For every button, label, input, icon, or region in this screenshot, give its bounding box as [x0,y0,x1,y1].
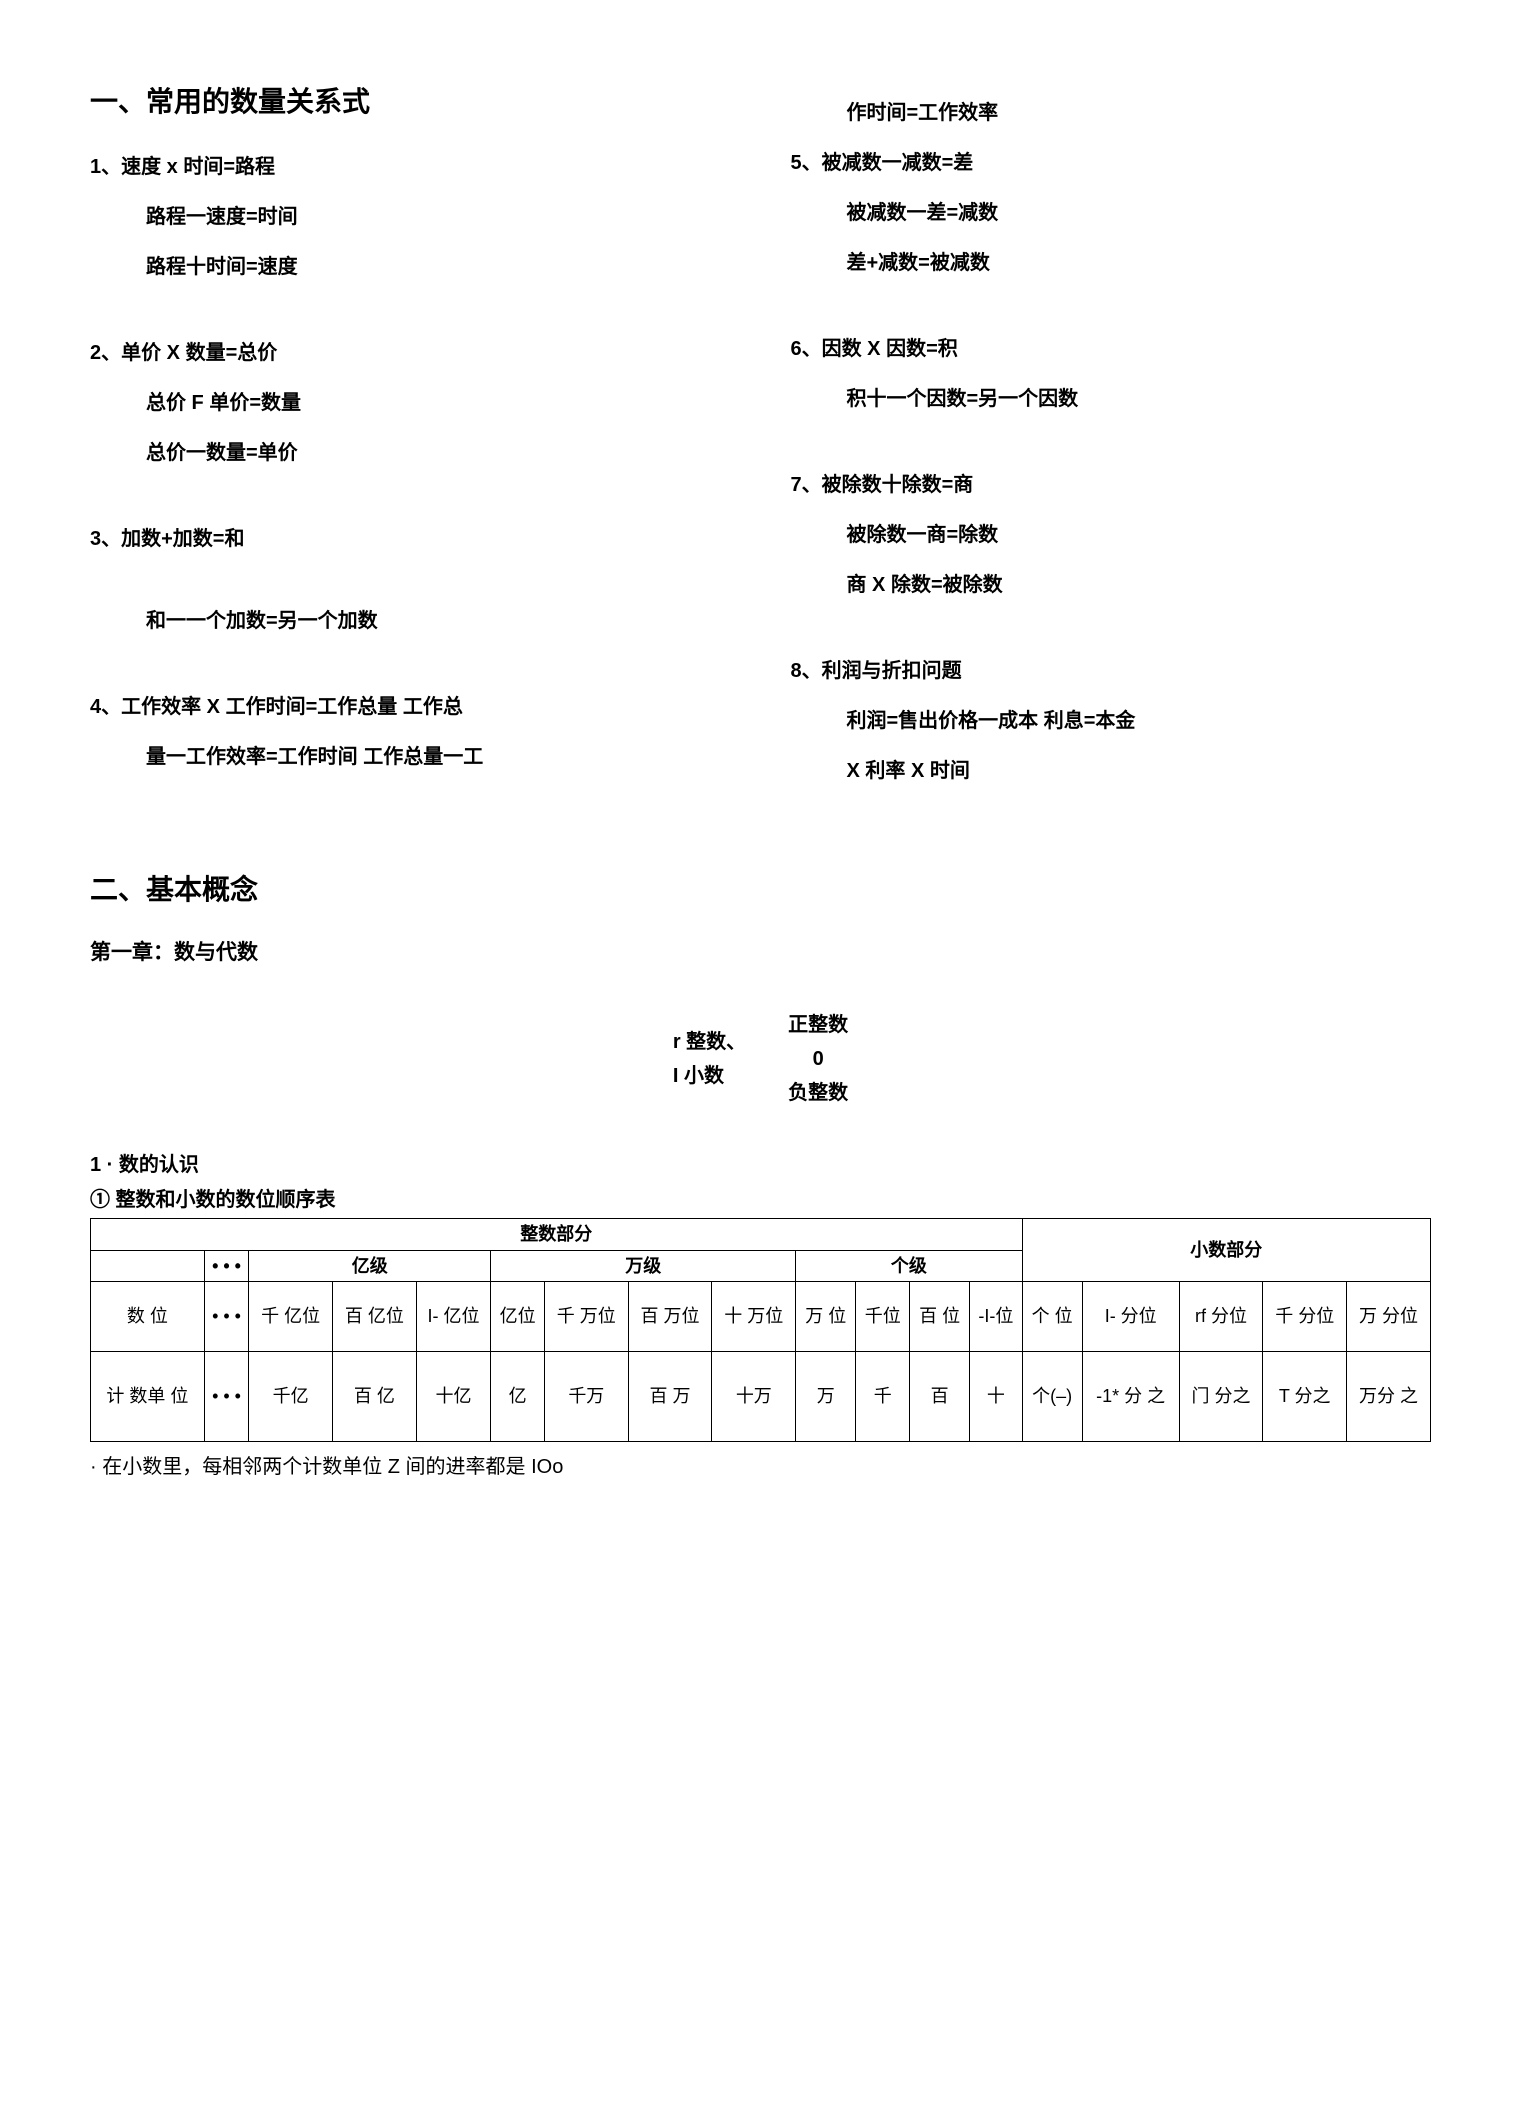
brace-right-0: 正整数 [788,1008,848,1042]
level-yi: 亿级 [249,1250,491,1282]
digit-cell: 千 分位 [1263,1282,1347,1352]
digit-cell: 百 位 [910,1282,970,1352]
number-classification: r 整数、 I 小数 正整数 0 负整数 [90,1006,1431,1118]
item-6: 6、因数 X 因数=积 积十一个因数=另一个因数 [791,330,1432,418]
place-value-table: 整数部分 小数部分 • • • 亿级 万级 个级 数 位 • • • 千 亿位 … [90,1218,1431,1442]
item-8: 8、利润与折扣问题 利润=售出价格一成本 利息=本金 X 利率 X 时间 [791,652,1432,790]
formula-line: X 利率 X 时间 [791,752,1432,790]
digit-cell: 千 亿位 [249,1282,333,1352]
formula-line: 量一工作效率=工作时间 工作总量一工 [90,738,741,776]
item-1: 1、速度 x 时间=路程 路程一速度=时间 路程十时间=速度 [90,148,741,286]
unit-cell: • • • [204,1352,248,1442]
row-digit-label: 数 位 [91,1282,205,1352]
digit-cell: I- 亿位 [416,1282,491,1352]
unit-cell: 千万 [544,1352,628,1442]
formula-line: 作时间=工作效率 [791,94,1432,132]
level-dots: • • • [204,1250,248,1282]
item-4: 4、工作效率 X 工作时间=工作总量 工作总 量一工作效率=工作时间 工作总量一… [90,688,741,776]
item-3: 3、加数+加数=和 和一一个加数=另一个加数 [90,520,741,640]
unit-cell: 百 [910,1352,970,1442]
formula-line: 利润与折扣问题 [822,660,962,682]
unit-cell: 千 [856,1352,910,1442]
item-num: 1、 [90,156,121,178]
th-decimal: 小数部分 [1022,1219,1430,1282]
formula-line: 被除数一商=除数 [791,516,1432,554]
unit-cell: 十 [970,1352,1022,1442]
formula-line: 总价 F 单价=数量 [90,384,741,422]
item-num: 5、 [791,152,822,174]
digit-cell: 百 万位 [628,1282,712,1352]
formula-line: 利润=售出价格一成本 利息=本金 [791,702,1432,740]
digit-cell: -I-位 [970,1282,1022,1352]
formula-line: 被除数十除数=商 [822,474,974,496]
formula-line: 和一一个加数=另一个加数 [90,602,741,640]
unit-cell: 个(–) [1022,1352,1082,1442]
digit-cell: 千位 [856,1282,910,1352]
item-2: 2、单价 X 数量=总价 总价 F 单价=数量 总价一数量=单价 [90,334,741,472]
formula-line: 加数+加数=和 [121,528,244,550]
unit-cell: 万 [796,1352,856,1442]
item-7: 7、被除数十除数=商 被除数一商=除数 商 X 除数=被除数 [791,466,1432,604]
brace-right-2: 负整数 [788,1076,848,1110]
unit-cell: T 分之 [1263,1352,1347,1442]
formula-line: 单价 X 数量=总价 [121,342,277,364]
digit-cell: rf 分位 [1179,1282,1263,1352]
item-num: 8、 [791,660,822,682]
sub-1: 1 · 数的认识 [90,1148,1431,1177]
unit-cell: 万分 之 [1347,1352,1431,1442]
unit-cell: 亿 [491,1352,545,1442]
unit-cell: 门 分之 [1179,1352,1263,1442]
formula-line: 路程十时间=速度 [90,248,741,286]
formula-line: 因数 X 因数=积 [822,338,958,360]
brace-left-lower: I 小数 [673,1059,746,1093]
unit-cell: -1* 分 之 [1082,1352,1179,1442]
formula-line: 积十一个因数=另一个因数 [791,380,1432,418]
level-ge: 个级 [796,1250,1022,1282]
formula-line: 路程一速度=时间 [90,198,741,236]
item-num: 6、 [791,338,822,360]
unit-cell: 十万 [712,1352,796,1442]
sub-2: ① 整数和小数的数位顺序表 [90,1183,1431,1212]
digit-cell: 个 位 [1022,1282,1082,1352]
formula-line: 速度 x 时间=路程 [121,156,275,178]
brace-right-1: 0 [788,1042,848,1076]
digit-cell: 千 万位 [544,1282,628,1352]
item-num: 2、 [90,342,121,364]
formula-line: 商 X 除数=被除数 [791,566,1432,604]
unit-cell: 十亿 [416,1352,491,1442]
digit-cell: 亿位 [491,1282,545,1352]
digit-cell: 万 分位 [1347,1282,1431,1352]
brace-left-upper: r 整数、 [673,1025,746,1059]
section1-title: 一、常用的数量关系式 [90,80,741,120]
table-footnote: · 在小数里，每相邻两个计数单位 Z 间的进率都是 IOo [90,1450,1431,1479]
digit-cell: • • • [204,1282,248,1352]
digit-cell: I- 分位 [1082,1282,1179,1352]
digit-cell: 万 位 [796,1282,856,1352]
digit-cell: 十 万位 [712,1282,796,1352]
digit-cell: 百 亿位 [332,1282,416,1352]
level-wan: 万级 [491,1250,796,1282]
chapter-title: 第一章：数与代数 [90,936,1431,966]
item-num: 4、 [90,696,121,718]
formula-line: 被减数一减数=差 [822,152,974,174]
formula-line: 总价一数量=单价 [90,434,741,472]
unit-cell: 百 亿 [332,1352,416,1442]
th-integer: 整数部分 [91,1219,1023,1251]
formula-line: 差+减数=被减数 [791,244,1432,282]
item-num: 7、 [791,474,822,496]
formula-line: 工作效率 X 工作时间=工作总量 工作总 [121,696,463,718]
formula-line: 被减数一差=减数 [791,194,1432,232]
row-unit-label: 计 数单 位 [91,1352,205,1442]
item-5: 5、被减数一减数=差 被减数一差=减数 差+减数=被减数 [791,144,1432,282]
unit-cell: 千亿 [249,1352,333,1442]
item-num: 3、 [90,528,121,550]
section2-title: 二、基本概念 [90,868,1431,908]
unit-cell: 百 万 [628,1352,712,1442]
